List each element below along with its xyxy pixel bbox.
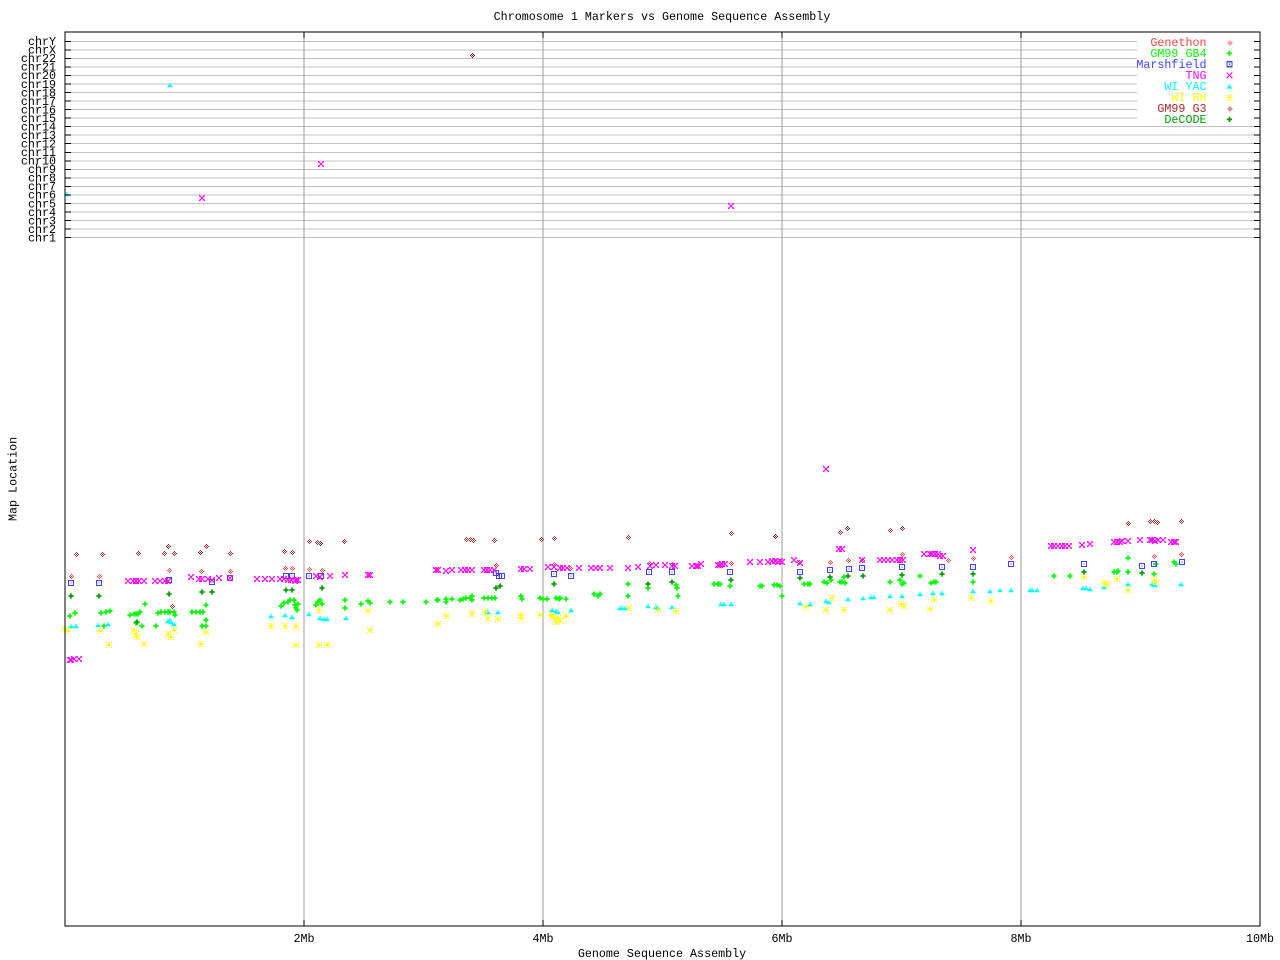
svg-text:chr5: chr5 bbox=[28, 197, 56, 211]
svg-text:chr19: chr19 bbox=[21, 78, 56, 92]
svg-text:chr13: chr13 bbox=[21, 129, 56, 143]
svg-text:4Mb: 4Mb bbox=[532, 932, 553, 946]
svg-text:chr10: chr10 bbox=[21, 155, 56, 169]
svg-text:chr14: chr14 bbox=[21, 120, 56, 134]
svg-text:Chromosome 1 Markers vs Genome: Chromosome 1 Markers vs Genome Sequence … bbox=[494, 10, 831, 24]
svg-text:Map Location: Map Location bbox=[7, 437, 21, 521]
svg-text:2Mb: 2Mb bbox=[293, 932, 314, 946]
svg-text:chrY: chrY bbox=[28, 35, 56, 49]
svg-text:Marshfield: Marshfield bbox=[1136, 58, 1206, 72]
svg-text:chr20: chr20 bbox=[21, 69, 56, 83]
svg-text:chr16: chr16 bbox=[21, 103, 56, 117]
svg-text:TNG: TNG bbox=[1185, 69, 1206, 83]
svg-text:Genome Sequence Assembly: Genome Sequence Assembly bbox=[578, 947, 746, 960]
svg-text:DeCODE: DeCODE bbox=[1164, 113, 1206, 127]
svg-text:chr2: chr2 bbox=[28, 223, 56, 237]
svg-text:chr22: chr22 bbox=[21, 52, 56, 66]
svg-text:GM99 GB4: GM99 GB4 bbox=[1150, 47, 1206, 61]
svg-text:chr6: chr6 bbox=[28, 189, 56, 203]
svg-text:10Mb: 10Mb bbox=[1246, 932, 1274, 946]
svg-text:chr11: chr11 bbox=[21, 146, 56, 160]
svg-text:chrX: chrX bbox=[28, 44, 56, 58]
svg-text:chr7: chr7 bbox=[28, 180, 56, 194]
svg-text:chr1: chr1 bbox=[28, 231, 56, 245]
svg-text:GM99 G3: GM99 G3 bbox=[1157, 102, 1206, 116]
svg-text:chr12: chr12 bbox=[21, 138, 56, 152]
svg-text:chr21: chr21 bbox=[21, 61, 56, 75]
svg-text:chr4: chr4 bbox=[28, 206, 56, 220]
svg-text:WI YAC: WI YAC bbox=[1164, 80, 1206, 94]
svg-text:chr17: chr17 bbox=[21, 95, 56, 109]
svg-text:Genethon: Genethon bbox=[1150, 36, 1206, 50]
svg-text:chr15: chr15 bbox=[21, 112, 56, 126]
svg-text:8Mb: 8Mb bbox=[1010, 932, 1031, 946]
svg-text:6Mb: 6Mb bbox=[771, 932, 792, 946]
svg-text:chr18: chr18 bbox=[21, 86, 56, 100]
svg-text:chr8: chr8 bbox=[28, 172, 56, 186]
svg-text:chr3: chr3 bbox=[28, 214, 56, 228]
svg-text:WI RH: WI RH bbox=[1171, 91, 1206, 105]
svg-text:chr9: chr9 bbox=[28, 163, 56, 177]
